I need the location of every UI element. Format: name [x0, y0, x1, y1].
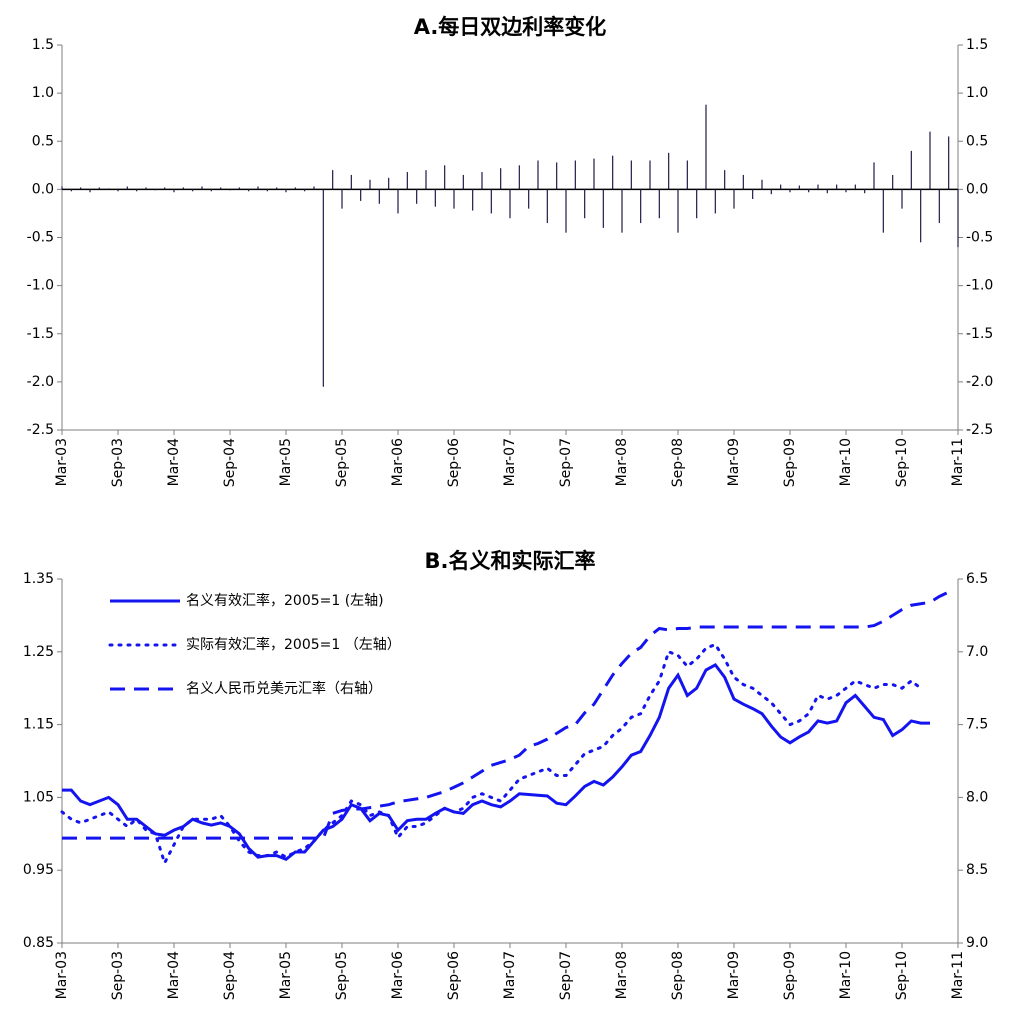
x-tick-label: Mar-11	[950, 951, 966, 999]
y2-tick-label: 8.0	[966, 789, 988, 805]
y-tick-label-right: 1.5	[966, 37, 988, 53]
y-tick-label: 0.95	[23, 862, 54, 878]
x-tick-label: Mar-10	[838, 951, 854, 999]
x-tick-label: Mar-04	[166, 951, 182, 999]
x-tick-label: Mar-06	[390, 951, 406, 999]
x-tick-label: Sep-08	[670, 438, 686, 487]
x-tick-label: Sep-06	[446, 438, 462, 487]
x-tick-label: Mar-04	[166, 438, 182, 486]
x-tick-label: Mar-08	[614, 438, 630, 486]
x-tick-label: Mar-07	[502, 951, 518, 999]
y-tick-label-right: -0.5	[966, 230, 993, 246]
y-tick-label: 0.0	[32, 181, 54, 197]
y-tick-label: -2.0	[27, 374, 54, 390]
legend-label: 名义人民币兑美元汇率（右轴）	[186, 680, 382, 697]
y-tick-label-right: -1.0	[966, 278, 993, 294]
y-tick-label: 0.85	[23, 935, 54, 951]
chart-title: A.每日双边利率变化	[414, 15, 607, 39]
y2-tick-label: 6.5	[966, 571, 988, 587]
x-tick-label: Mar-03	[54, 951, 70, 999]
y2-tick-label: 9.0	[966, 935, 988, 951]
x-tick-label: Mar-09	[726, 951, 742, 999]
y-tick-label: 1.0	[32, 85, 54, 101]
x-tick-label: Sep-08	[670, 951, 686, 1000]
legend-label: 实际有效汇率，2005=1 （左轴）	[186, 636, 401, 653]
x-tick-label: Sep-05	[334, 438, 350, 487]
y2-tick-label: 7.0	[966, 644, 988, 660]
y-tick-label-right: -2.0	[966, 374, 993, 390]
x-tick-label: Sep-04	[222, 438, 238, 487]
legend-label: 名义有效汇率，2005=1 (左轴)	[186, 592, 384, 609]
y-tick-label-right: 0.5	[966, 133, 988, 149]
y-tick-label-right: -1.5	[966, 326, 993, 342]
y-tick-label: -0.5	[27, 230, 54, 246]
chart-title: B.名义和实际汇率	[425, 549, 596, 573]
y-tick-label: -1.0	[27, 278, 54, 294]
x-tick-label: Sep-03	[110, 438, 126, 487]
x-tick-label: Mar-07	[502, 438, 518, 486]
x-tick-label: Sep-04	[222, 951, 238, 1000]
y-tick-label: 1.15	[23, 717, 54, 733]
series-line	[62, 662, 930, 861]
y-tick-label-right: 0.0	[966, 181, 988, 197]
x-tick-label: Mar-10	[838, 438, 854, 486]
y-tick-label: -2.5	[27, 422, 54, 438]
x-tick-label: Mar-11	[950, 438, 966, 486]
y-tick-label: 0.5	[32, 133, 54, 149]
x-tick-label: Sep-07	[558, 951, 574, 1000]
y2-tick-label: 7.5	[966, 717, 988, 733]
x-tick-label: Sep-10	[894, 951, 910, 1000]
y-tick-label: 1.5	[32, 37, 54, 53]
x-tick-label: Sep-06	[446, 951, 462, 1000]
y-tick-label: -1.5	[27, 326, 54, 342]
x-tick-label: Sep-09	[782, 951, 798, 1000]
x-tick-label: Mar-05	[278, 438, 294, 486]
x-tick-label: Mar-08	[614, 951, 630, 999]
series-line	[62, 590, 950, 840]
x-tick-label: Sep-05	[334, 951, 350, 1000]
x-tick-label: Sep-07	[558, 438, 574, 487]
x-tick-label: Sep-09	[782, 438, 798, 487]
x-tick-label: Mar-09	[726, 438, 742, 486]
x-tick-label: Sep-03	[110, 951, 126, 1000]
y-tick-label: 1.05	[23, 789, 54, 805]
y-tick-label-right: -2.5	[966, 422, 993, 438]
y-tick-label: 1.35	[23, 571, 54, 587]
y-tick-label: 1.25	[23, 644, 54, 660]
y2-tick-label: 8.5	[966, 862, 988, 878]
y-tick-label-right: 1.0	[966, 85, 988, 101]
x-tick-label: Mar-05	[278, 951, 294, 999]
x-tick-label: Sep-10	[894, 438, 910, 487]
series-line	[60, 642, 923, 867]
x-tick-label: Mar-06	[390, 438, 406, 486]
x-tick-label: Mar-03	[54, 438, 70, 486]
